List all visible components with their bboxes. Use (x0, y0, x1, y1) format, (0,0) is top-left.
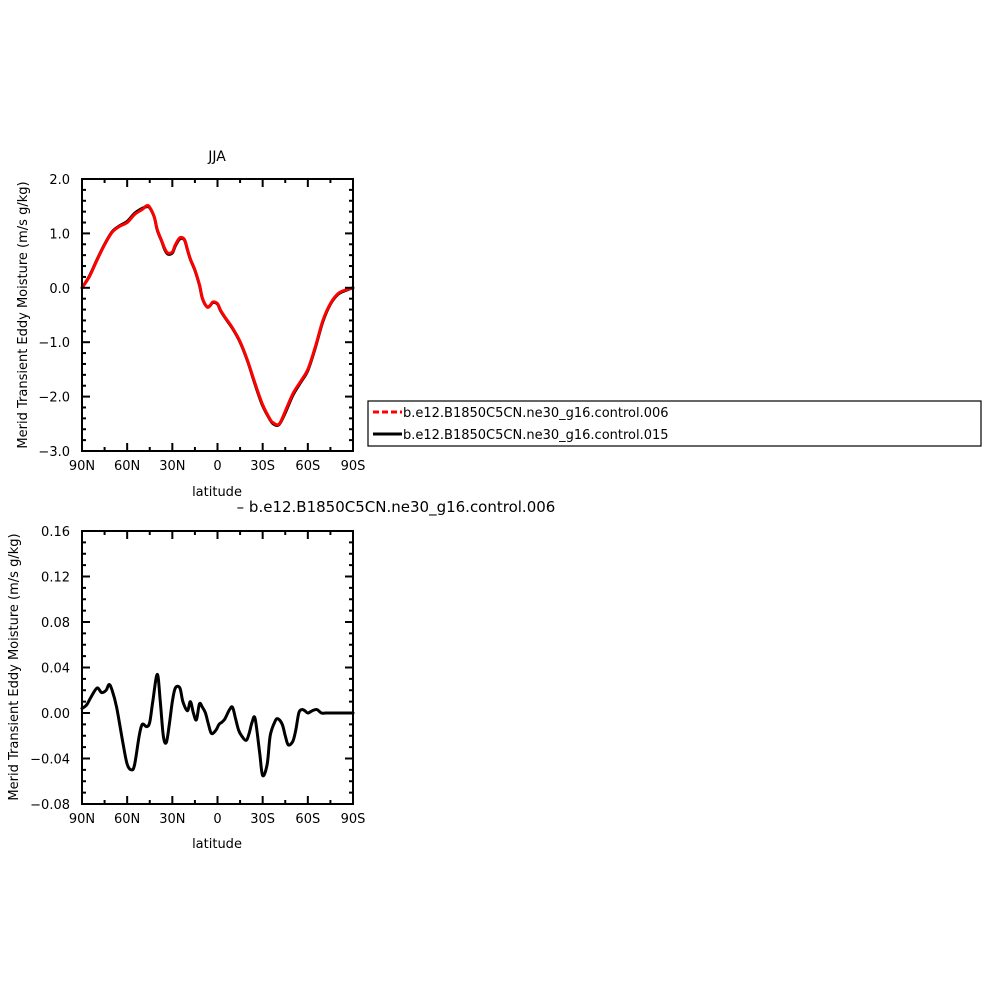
y-tick-label: 0.16 (41, 525, 70, 540)
legend-entry-label: b.e12.B1850C5CN.ne30_g16.control.015 (403, 428, 669, 443)
x-tick-label: 0 (213, 459, 221, 474)
y-tick-label: 0.00 (41, 707, 70, 722)
bottom-chart-title: – b.e12.B1850C5CN.ne30_g16.control.006 (237, 498, 556, 517)
top-chart-ylabel: Merid Transient Eddy Moisture (m/s g/kg) (16, 181, 31, 448)
x-tick-label: 60S (295, 459, 320, 474)
legend-entry-label: b.e12.B1850C5CN.ne30_g16.control.006 (403, 406, 669, 421)
y-tick-label: −2.0 (38, 391, 70, 406)
bottom-chart-xlabel: latitude (192, 837, 242, 852)
x-tick-label: 30N (159, 459, 185, 474)
top-chart-panel: JJA 90N 60N 30N 0 30S 60S 90S 2.0 1.0 0.0 −1.0 −2.0… (16, 149, 365, 500)
top-chart-xlabel: latitude (192, 485, 242, 500)
x-tick-label: 60N (114, 459, 140, 474)
bottom-chart-panel: – b.e12.B1850C5CN.ne30_g16.control.006 9… (7, 498, 555, 852)
x-tick-label: 30S (250, 812, 275, 827)
x-tick-label: 60N (114, 812, 140, 827)
bottom-chart-ylabel: Merid Transient Eddy Moisture (m/s g/kg) (7, 533, 22, 800)
x-tick-label: 60S (295, 812, 320, 827)
y-tick-label: 1.0 (49, 227, 70, 242)
x-tick-label: 30S (250, 459, 275, 474)
y-tick-label: −0.08 (30, 798, 70, 813)
x-tick-label: 90S (341, 812, 366, 827)
x-tick-label: 90S (341, 459, 366, 474)
y-tick-label: −1.0 (38, 336, 70, 351)
legend-box (367, 400, 982, 447)
y-tick-label: 0.12 (41, 571, 70, 586)
y-tick-label: 0.04 (41, 662, 70, 677)
series-line-black (80, 672, 355, 778)
x-tick-label: 0 (213, 812, 221, 827)
x-tick-label: 30N (159, 812, 185, 827)
y-tick-label: 0.08 (41, 616, 70, 631)
x-tick-label: 90N (69, 812, 95, 827)
top-chart-legend: b.e12.B1850C5CN.ne30_g16.control.006 b.e… (367, 400, 982, 447)
y-tick-label: −0.04 (30, 753, 70, 768)
x-tick-label: 90N (69, 459, 95, 474)
series-line-red (80, 203, 355, 427)
top-chart-title: JJA (207, 149, 226, 165)
y-tick-label: −3.0 (38, 445, 70, 460)
y-tick-label: 2.0 (49, 173, 70, 188)
y-tick-label: 0.0 (49, 282, 70, 297)
